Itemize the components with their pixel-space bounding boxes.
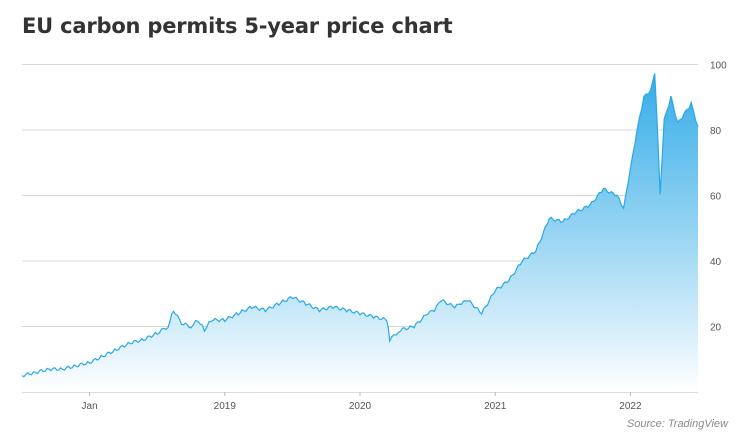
x-tick-label: 2021: [484, 401, 507, 412]
y-tick-label: 60: [710, 192, 722, 203]
y-tick-label: 100: [710, 61, 727, 72]
price-line: [21, 73, 699, 378]
source-note: Source: TradingView: [626, 418, 728, 430]
x-tick-label: 2022: [619, 401, 642, 412]
price-area: [22, 73, 698, 393]
y-tick-label: 40: [710, 257, 722, 268]
y-tick-label: 20: [710, 323, 722, 334]
chart-title: EU carbon permits 5-year price chart: [22, 14, 453, 38]
x-tick-label: 2020: [349, 401, 372, 412]
x-tick-label: Jan: [82, 401, 98, 412]
y-tick-label: 80: [710, 126, 722, 137]
x-tick-label: 2019: [214, 401, 237, 412]
